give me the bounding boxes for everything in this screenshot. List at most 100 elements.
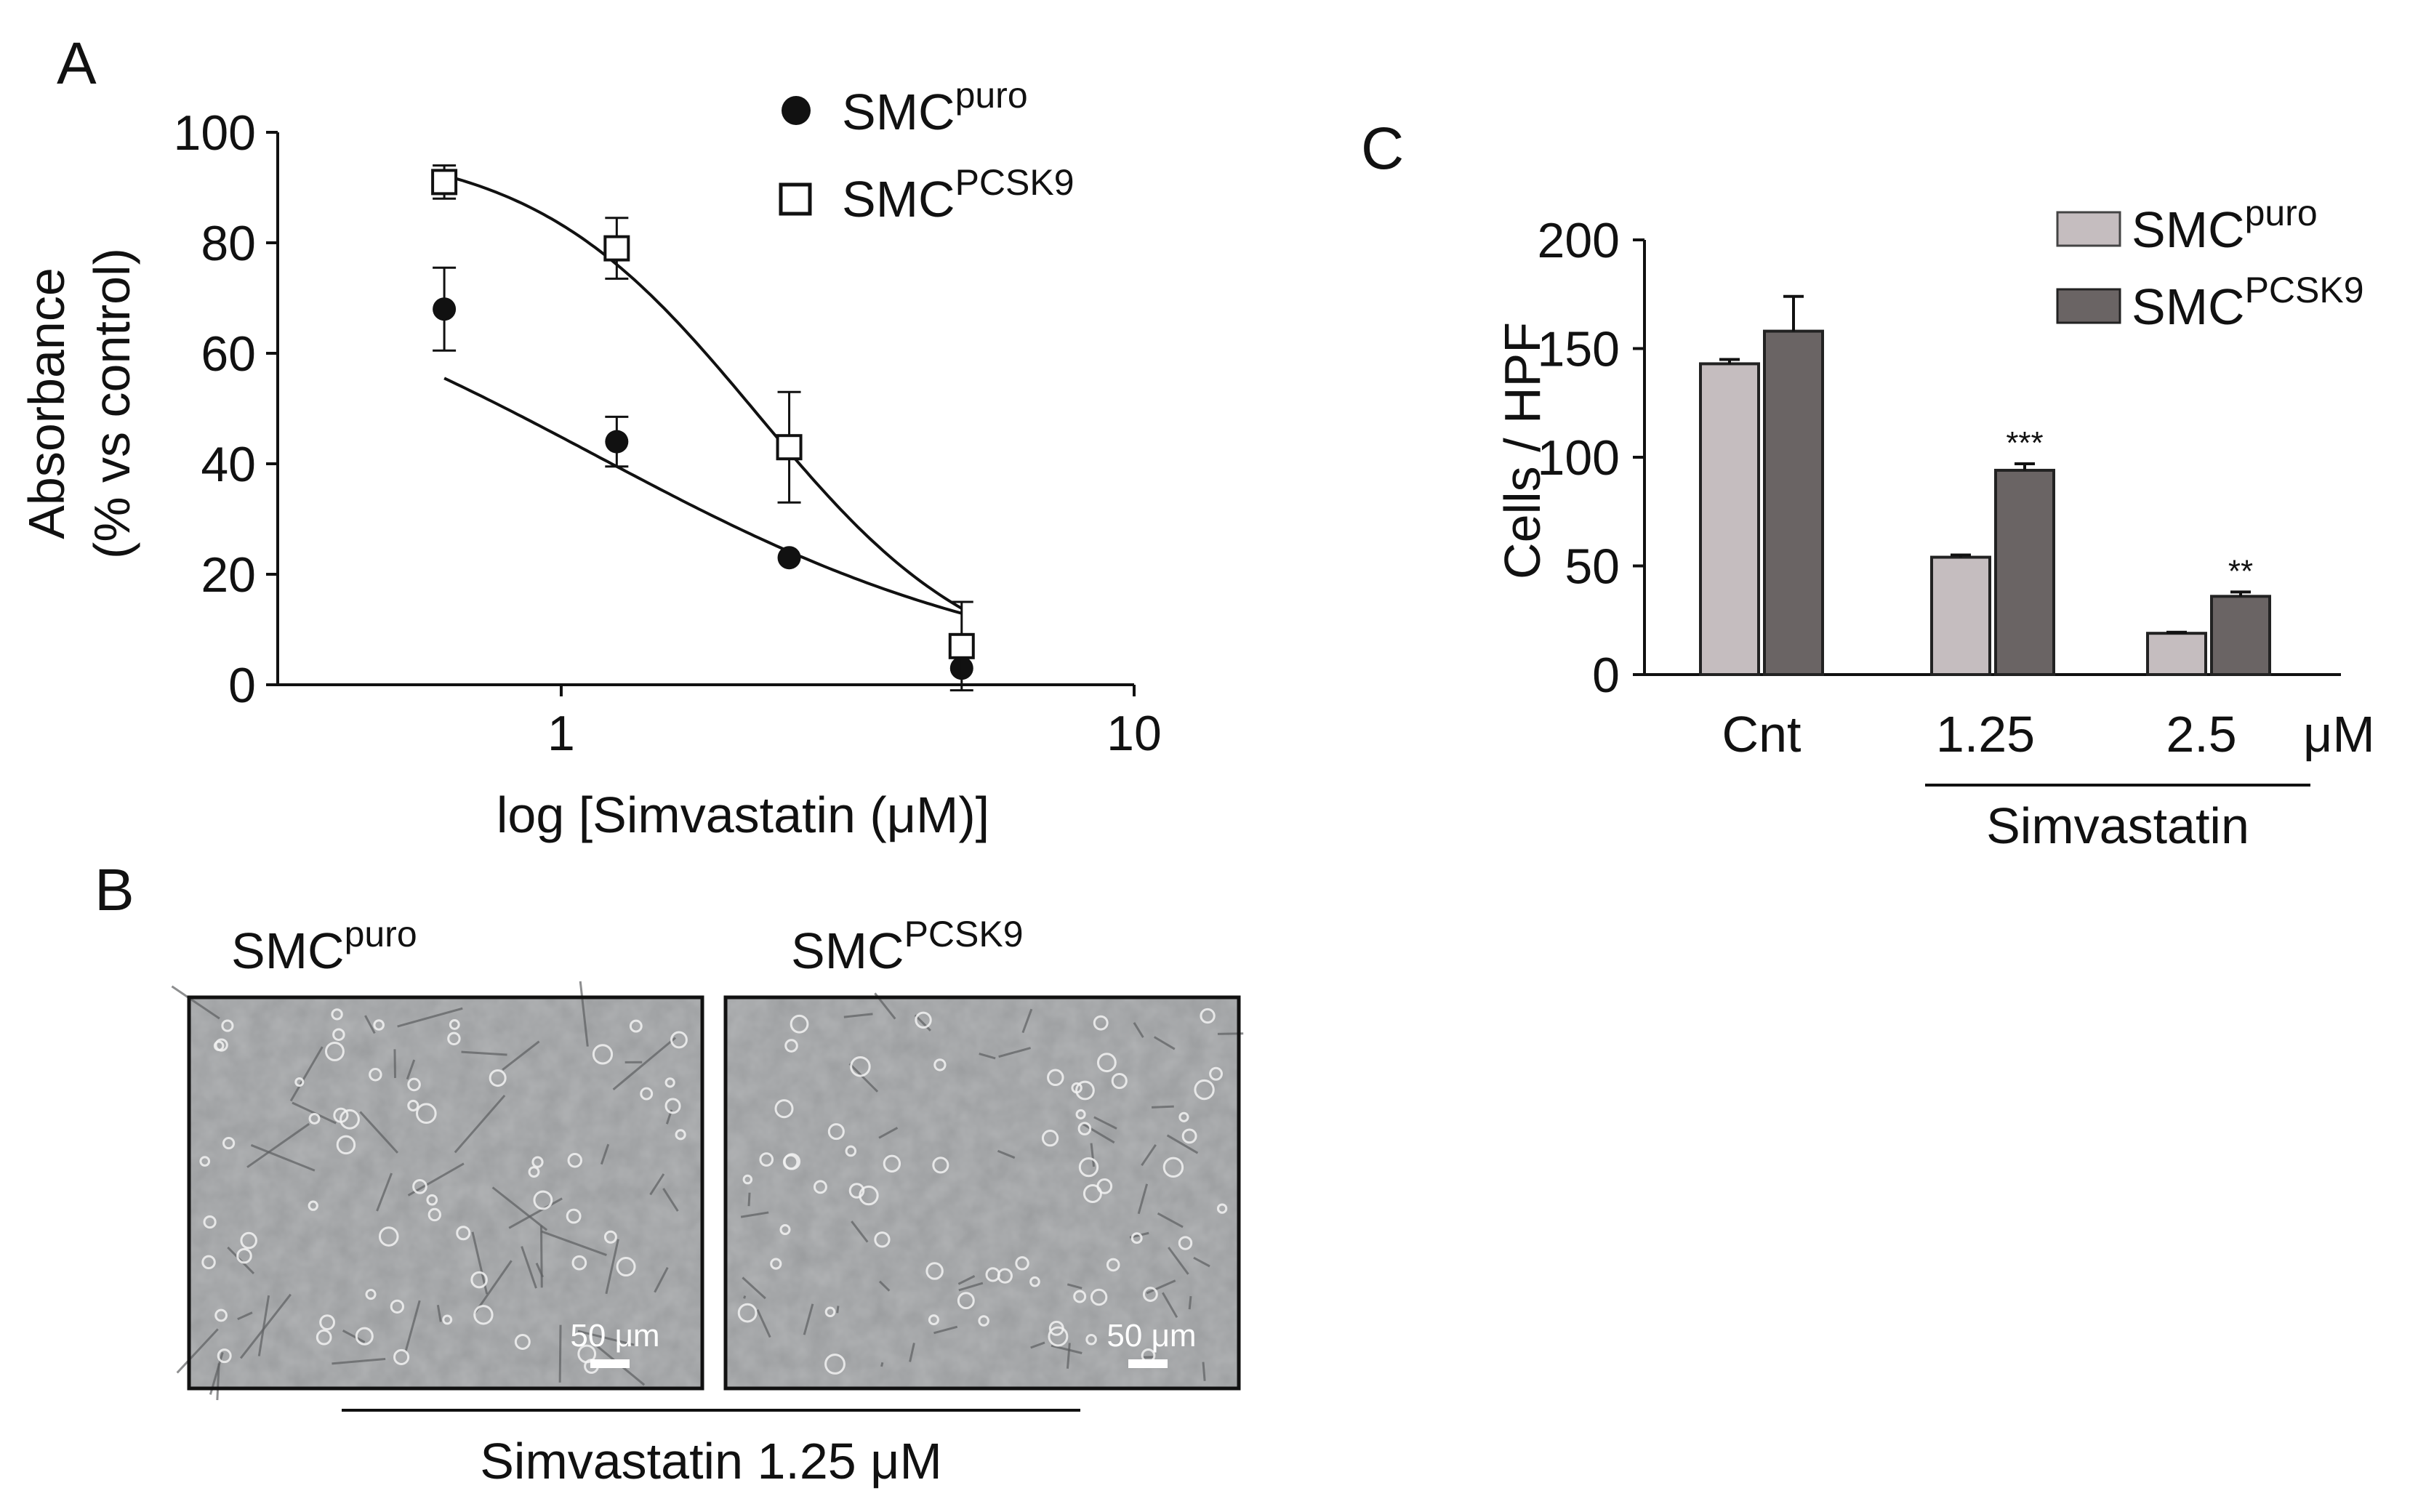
cell-body bbox=[850, 1055, 871, 1077]
cell-body bbox=[932, 1157, 949, 1174]
cell-process bbox=[508, 1197, 563, 1229]
cell-body bbox=[1162, 1157, 1184, 1178]
cell-body bbox=[236, 1247, 252, 1264]
legend-puro-base: SMC bbox=[842, 84, 955, 140]
cell-process bbox=[342, 1330, 366, 1343]
cell-body bbox=[332, 1028, 345, 1041]
cell-body bbox=[514, 1334, 531, 1350]
cell-body bbox=[1209, 1066, 1223, 1081]
cell-body bbox=[814, 1180, 827, 1194]
cell-body bbox=[308, 1200, 318, 1211]
cell-process bbox=[600, 1143, 610, 1165]
cell-process bbox=[257, 1295, 270, 1356]
cell-body bbox=[531, 1156, 544, 1168]
cell-body bbox=[566, 1208, 582, 1224]
cell-process bbox=[1081, 1122, 1115, 1144]
chart-a-point-puro bbox=[777, 546, 801, 570]
cell-process bbox=[250, 1143, 316, 1172]
chart-c-bar-pcsk9 bbox=[2210, 595, 2271, 676]
cell-body bbox=[221, 1019, 234, 1032]
cell-body bbox=[426, 1194, 438, 1206]
cell-body bbox=[784, 1039, 798, 1053]
panel-b: B SMCpuro SMCPCSK9 50 μm 50 μm Simvastat… bbox=[95, 857, 1244, 1489]
cell-body bbox=[640, 1087, 654, 1101]
legend-puro-label: SMCpuro bbox=[842, 75, 1028, 140]
scale-bar-left bbox=[590, 1359, 630, 1368]
cell-process bbox=[803, 1303, 814, 1335]
cell-process bbox=[579, 981, 589, 1047]
micrograph-left-title: SMCpuro bbox=[231, 914, 417, 979]
cell-body bbox=[473, 1305, 494, 1325]
legend-c-pcsk9-label: SMCPCSK9 bbox=[2132, 270, 2364, 335]
cell-body bbox=[1096, 1053, 1117, 1073]
cell-process bbox=[1188, 1295, 1192, 1310]
cell-process bbox=[747, 1192, 751, 1207]
chart-c-bar-puro bbox=[1699, 362, 1760, 676]
cell-process bbox=[1030, 1341, 1045, 1349]
cell-process bbox=[216, 1363, 220, 1401]
chart-a-fit-curves bbox=[443, 174, 963, 615]
cell-process bbox=[1067, 1283, 1083, 1290]
cell-body bbox=[1178, 1111, 1189, 1122]
chart-c-y-tick-label: 0 bbox=[1592, 648, 1620, 703]
cell-body bbox=[774, 1099, 794, 1119]
legend-pcsk9-base: SMC bbox=[842, 171, 955, 228]
cell-process bbox=[246, 1122, 310, 1168]
cell-body bbox=[1073, 1290, 1087, 1303]
cell-body bbox=[1085, 1333, 1097, 1346]
legend-c-puro-swatch bbox=[2056, 211, 2121, 247]
chart-c-y-tick-label: 100 bbox=[1538, 430, 1620, 486]
cell-body bbox=[324, 1041, 345, 1061]
cell-body bbox=[393, 1348, 410, 1365]
legend-c-puro-base: SMC bbox=[2132, 201, 2245, 258]
cell-body bbox=[675, 1129, 686, 1141]
micrograph-left: 50 μm bbox=[171, 981, 704, 1401]
chart-a-legend: SMCpuro SMCPCSK9 bbox=[779, 75, 1075, 228]
chart-a-point-pcsk9 bbox=[776, 434, 803, 461]
cell-body bbox=[378, 1226, 399, 1247]
cell-body bbox=[412, 1178, 427, 1194]
chart-c-bar-pcsk9 bbox=[1994, 468, 2055, 676]
cell-body bbox=[1142, 1287, 1158, 1302]
cell-body bbox=[577, 1344, 597, 1364]
cell-body bbox=[978, 1315, 989, 1327]
chart-a-fit-curve bbox=[443, 377, 963, 615]
chart-a-y-tick-label: 100 bbox=[174, 105, 256, 161]
cell-process bbox=[1093, 1116, 1117, 1130]
cell-body bbox=[1194, 1079, 1215, 1101]
scale-bar-right-label: 50 μm bbox=[1106, 1318, 1196, 1354]
cell-body bbox=[933, 1058, 947, 1071]
legend-puro-marker bbox=[782, 96, 811, 125]
cell-body bbox=[1048, 1326, 1069, 1347]
cell-body bbox=[1048, 1320, 1064, 1336]
cell-body bbox=[742, 1174, 753, 1185]
cell-body bbox=[416, 1103, 437, 1125]
cell-process bbox=[454, 1094, 506, 1154]
cell-process bbox=[654, 1267, 669, 1293]
chart-c-significance: ** bbox=[2228, 553, 2253, 589]
cell-body bbox=[1130, 1232, 1143, 1244]
cell-body bbox=[883, 1154, 901, 1173]
cell-process bbox=[502, 1040, 540, 1071]
cell-body bbox=[1041, 1130, 1059, 1147]
scale-bar-left-label: 50 μm bbox=[570, 1318, 659, 1354]
cell-process bbox=[289, 1046, 324, 1102]
cell-process bbox=[848, 1063, 879, 1093]
cell-process bbox=[979, 1053, 996, 1060]
cell-body bbox=[845, 1145, 857, 1157]
chart-a-point-pcsk9 bbox=[948, 632, 975, 659]
cell-body bbox=[925, 1262, 944, 1280]
cell-body bbox=[1111, 1072, 1128, 1090]
cell-body bbox=[790, 1014, 809, 1034]
cell-process bbox=[843, 1013, 873, 1018]
chart-c-bars: ***** bbox=[1699, 294, 2271, 677]
cell-process bbox=[461, 1050, 507, 1056]
micrograph-right-base: SMC bbox=[791, 922, 904, 979]
cell-body bbox=[369, 1068, 382, 1082]
cell-process bbox=[1162, 1292, 1178, 1319]
cell-body bbox=[1178, 1236, 1193, 1250]
cell-process bbox=[997, 1149, 1016, 1159]
cell-body bbox=[770, 1258, 782, 1270]
cell-body bbox=[782, 1154, 799, 1170]
